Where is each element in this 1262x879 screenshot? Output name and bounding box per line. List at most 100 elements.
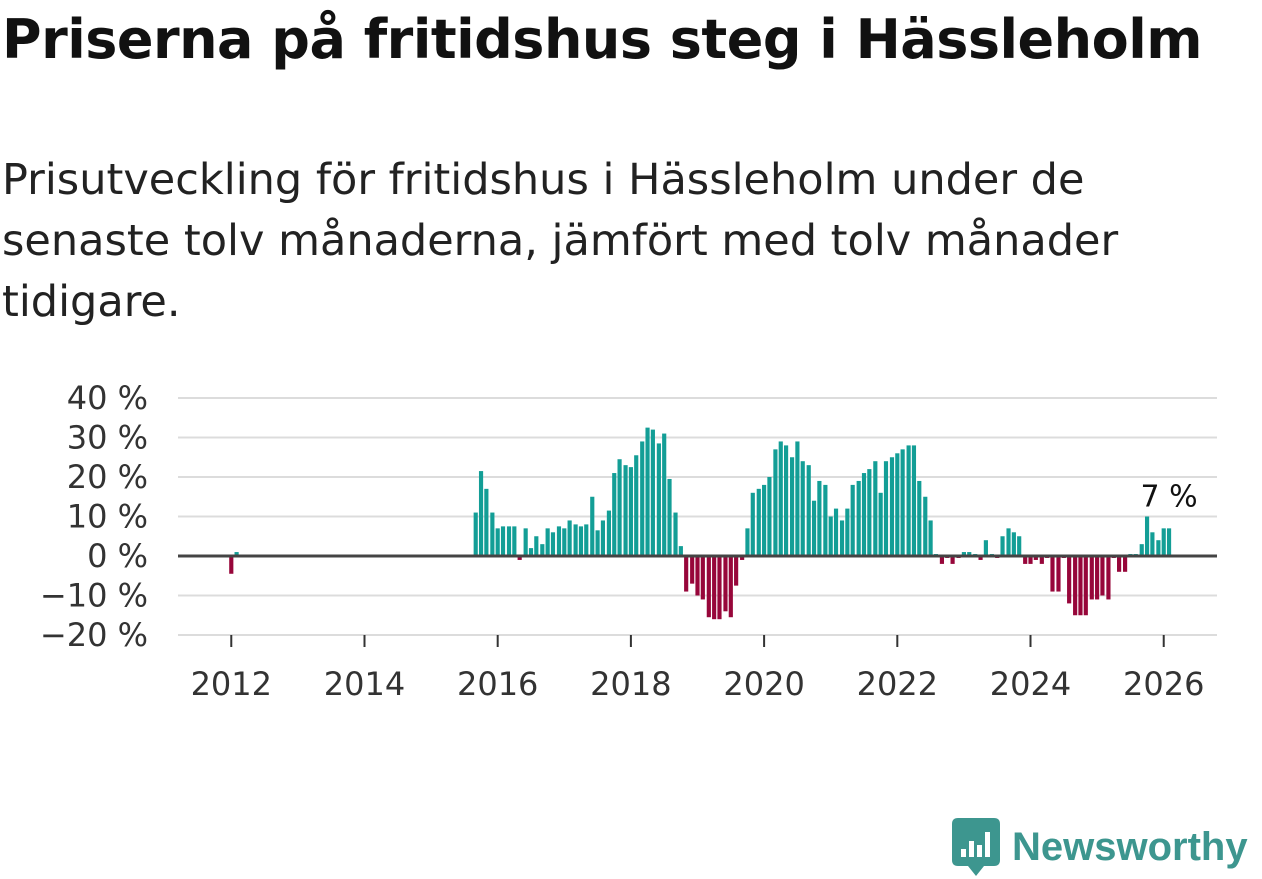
bar [917, 480, 922, 556]
bar [784, 445, 789, 556]
bar [1106, 556, 1111, 600]
bar [662, 433, 667, 556]
bar [767, 477, 772, 556]
bar [856, 480, 861, 556]
bar [684, 556, 689, 592]
bar [540, 544, 545, 556]
bar [728, 556, 733, 618]
bar [712, 556, 717, 620]
y-tick-label: 10 % [67, 498, 148, 536]
bar [833, 508, 839, 556]
annotations: 7 % [1140, 479, 1197, 514]
bar [923, 496, 928, 556]
bar [1123, 556, 1128, 572]
brand-name: Newsworthy [1012, 824, 1248, 869]
bar [900, 449, 905, 556]
bar [873, 461, 878, 556]
bar [961, 552, 966, 556]
bar [606, 510, 611, 556]
bar [545, 528, 550, 556]
bar [567, 520, 572, 556]
bar [640, 441, 645, 556]
bar [556, 526, 562, 556]
bar [534, 536, 539, 556]
bar [1161, 528, 1166, 556]
bar [939, 556, 945, 564]
bar [1023, 556, 1028, 564]
chart-subtitle: Prisutveckling för fritidshus i Hässleho… [2, 155, 1119, 327]
bar [1000, 536, 1005, 556]
bar [895, 453, 900, 556]
bar [1067, 556, 1072, 604]
bar [967, 552, 972, 556]
bar [550, 532, 556, 556]
bar [512, 526, 517, 556]
grid-lines [178, 397, 1217, 636]
bar [506, 526, 512, 556]
bar [778, 441, 783, 556]
bar [484, 488, 489, 556]
bar [600, 520, 606, 556]
bar [623, 465, 628, 556]
bar [650, 429, 655, 556]
bar [700, 556, 705, 600]
bar [478, 471, 484, 556]
bar [889, 457, 895, 556]
bar [800, 461, 805, 556]
bar [612, 473, 617, 556]
y-tick-label: 0 % [87, 537, 148, 575]
bar [740, 556, 745, 560]
bar [628, 467, 633, 556]
newsworthy-logo-icon [952, 818, 1000, 876]
bar [645, 427, 650, 556]
bar [845, 508, 850, 556]
bar [828, 516, 833, 556]
x-tick-label: 2020 [723, 665, 804, 703]
bar [1150, 532, 1155, 556]
x-tick-label: 2016 [457, 665, 538, 703]
bar [1089, 556, 1094, 600]
bar-chart: −20 %−10 %0 %10 %20 %30 %40 % 2012 2014 20… [40, 379, 1217, 703]
bar [1156, 540, 1161, 556]
bar [517, 556, 522, 560]
bar [734, 556, 739, 586]
bar [1011, 532, 1016, 556]
bars [229, 427, 1172, 620]
bar [928, 520, 933, 556]
bar [1144, 516, 1150, 556]
bar [861, 473, 867, 556]
bar [595, 530, 600, 556]
bar [1033, 556, 1038, 560]
bar [773, 449, 778, 556]
bar [839, 520, 845, 556]
bar [1100, 556, 1105, 596]
bar [823, 484, 828, 556]
bar [1028, 556, 1033, 564]
bar [750, 492, 755, 556]
bar [850, 484, 855, 556]
bar [717, 556, 722, 620]
x-tick-label: 2024 [990, 665, 1071, 703]
y-tick-label: −10 % [40, 577, 148, 615]
y-axis: −20 %−10 %0 %10 %20 %30 %40 % [40, 379, 148, 654]
bar [473, 512, 478, 556]
bar [706, 556, 711, 618]
bar [867, 469, 872, 556]
brand-logo: Newsworthy [950, 816, 1248, 878]
bar [811, 500, 817, 556]
bar [745, 528, 750, 556]
bar [490, 512, 495, 556]
bar [1039, 556, 1044, 564]
bar [695, 556, 700, 596]
bar [678, 546, 683, 556]
bar [1139, 544, 1144, 556]
y-tick-label: 20 % [67, 458, 148, 496]
y-tick-label: 30 % [67, 419, 148, 457]
bar [495, 528, 500, 556]
bar [762, 484, 767, 556]
chart-title: Priserna på fritidshus steg i Hässleholm [2, 8, 1202, 71]
bar [756, 488, 761, 556]
bar [817, 480, 822, 556]
bar [578, 526, 584, 556]
bar [906, 445, 911, 556]
